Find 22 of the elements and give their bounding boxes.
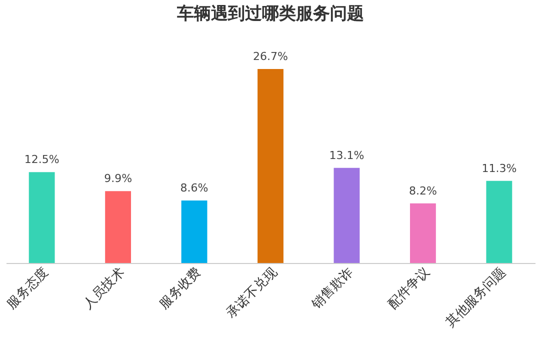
- bar: [334, 168, 360, 263]
- data-label: 11.3%: [482, 162, 517, 175]
- bar: [105, 191, 132, 263]
- bar: [28, 172, 55, 263]
- data-label: 12.5%: [24, 153, 60, 166]
- data-label: 26.7%: [253, 50, 288, 63]
- data-label: 8.2%: [408, 184, 437, 198]
- x-tick-label: 销售欺诈: [308, 264, 357, 313]
- x-tick-label: 服务态度: [4, 264, 52, 312]
- data-label: 9.9%: [104, 172, 132, 186]
- x-tick-label: 其他服务问题: [443, 264, 510, 331]
- data-label: 8.6%: [180, 182, 208, 195]
- x-tick-label: 人员技术: [80, 264, 128, 312]
- data-label: 13.1%: [329, 148, 364, 162]
- bar: [410, 203, 436, 263]
- bar: [486, 180, 512, 263]
- chart-title: 车辆遇到过哪类服务问题: [176, 4, 364, 24]
- bar: [258, 69, 284, 263]
- x-tick-label: 承诺不兑现: [224, 264, 280, 322]
- x-tick-label: 配件争议: [385, 264, 433, 312]
- bar: [181, 200, 208, 263]
- x-tick-label: 服务收费: [156, 264, 204, 312]
